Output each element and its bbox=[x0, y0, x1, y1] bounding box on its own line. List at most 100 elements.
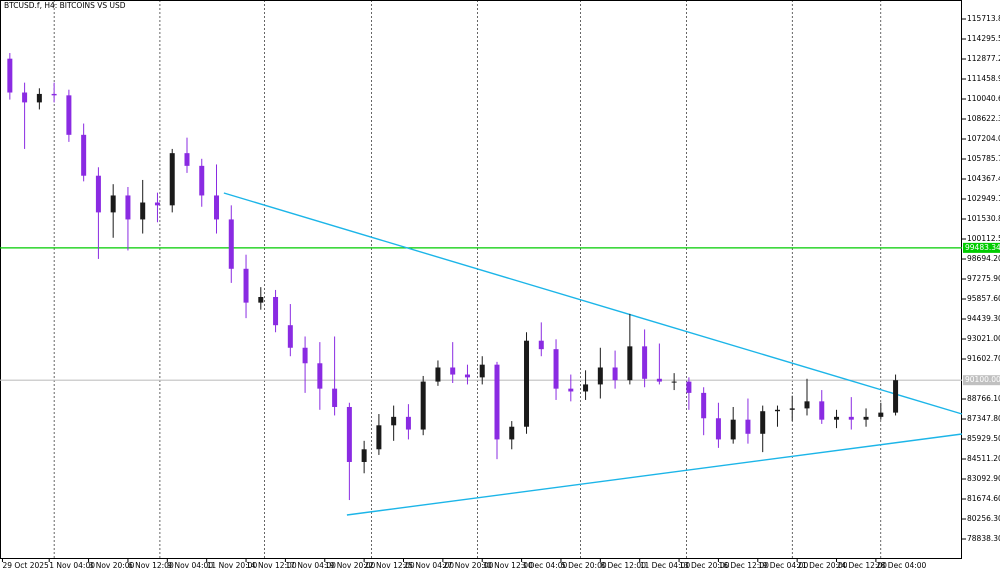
candle-body bbox=[893, 380, 899, 413]
x-tick-label: 22 Nov 12:00 bbox=[364, 561, 415, 570]
candle-body bbox=[66, 95, 72, 135]
candle-body bbox=[214, 195, 220, 220]
candle-body bbox=[302, 347, 308, 364]
price-tag-label: 90100.00 bbox=[965, 375, 1000, 384]
candle-body bbox=[450, 367, 456, 375]
candle-body bbox=[154, 202, 160, 206]
candle-body bbox=[332, 388, 338, 407]
x-tick-label: 11 Dec 04:00 bbox=[640, 561, 691, 570]
y-tick-label: 94439.30 bbox=[967, 314, 1000, 323]
x-tick-label: 25 Nov 04:00 bbox=[403, 561, 454, 570]
y-tick-label: 81674.60 bbox=[967, 494, 1000, 503]
candle-body bbox=[627, 346, 633, 381]
price-tag bbox=[963, 242, 1000, 253]
candle-body bbox=[760, 411, 766, 434]
candle-body bbox=[479, 364, 485, 378]
y-tick-label: 87347.80 bbox=[967, 414, 1000, 423]
y-tick-label: 93021.00 bbox=[967, 334, 1000, 343]
candle-body bbox=[656, 378, 662, 382]
x-tick-label: 17 Nov 04:00 bbox=[285, 561, 336, 570]
candle-body bbox=[878, 412, 884, 417]
candle-body bbox=[435, 367, 441, 382]
candle-body bbox=[553, 349, 559, 389]
candle-body bbox=[376, 425, 382, 450]
candle-body bbox=[804, 401, 810, 409]
candle-body bbox=[51, 93, 57, 96]
candle-body bbox=[848, 416, 854, 420]
y-tick-label: 102949.10 bbox=[967, 194, 1000, 203]
candle-body bbox=[405, 416, 411, 430]
candle-body bbox=[243, 268, 249, 303]
trendline bbox=[346, 433, 963, 516]
y-tick-label: 105785.70 bbox=[967, 154, 1000, 163]
y-tick-label: 78838.30 bbox=[967, 534, 1000, 543]
y-tick-label: 98694.20 bbox=[967, 254, 1000, 263]
candle-body bbox=[686, 381, 692, 393]
candle-body bbox=[612, 367, 618, 381]
candle-body bbox=[36, 93, 42, 103]
candle-body bbox=[228, 219, 234, 269]
y-tick-label: 112877.20 bbox=[967, 54, 1000, 63]
y-tick-label: 91602.70 bbox=[967, 354, 1000, 363]
candle-body bbox=[509, 426, 515, 440]
y-tick-label: 80256.30 bbox=[967, 514, 1000, 523]
x-tick-label: 14 Nov 12:00 bbox=[246, 561, 297, 570]
candle-body bbox=[22, 92, 28, 103]
candle-body bbox=[774, 409, 780, 412]
x-tick-label: 6 Nov 12:00 bbox=[128, 561, 174, 570]
candle-body bbox=[715, 418, 721, 440]
candle-body bbox=[140, 202, 146, 220]
candle-body bbox=[819, 401, 825, 420]
candle-body bbox=[701, 392, 707, 419]
y-tick-label: 97275.90 bbox=[967, 274, 1000, 283]
candle-body bbox=[125, 195, 131, 220]
x-tick-label: 29 Oct 2025 bbox=[2, 561, 49, 570]
y-tick-label: 115713.80 bbox=[967, 14, 1000, 23]
y-tick-label: 110040.60 bbox=[967, 94, 1000, 103]
candle-body bbox=[287, 325, 293, 348]
candle-body bbox=[391, 416, 397, 426]
y-tick-label: 101530.80 bbox=[967, 214, 1000, 223]
candle-body bbox=[834, 416, 840, 420]
x-tick-label: 24 Dec 12:00 bbox=[837, 561, 888, 570]
x-tick-label: 5 Dec 20:00 bbox=[561, 561, 607, 570]
plot-frame bbox=[0, 0, 962, 559]
candle-body bbox=[642, 346, 648, 379]
x-tick-label: 9 Nov 04:00 bbox=[167, 561, 213, 570]
x-tick-label: 28 Dec 04:00 bbox=[876, 561, 927, 570]
x-tick-label: 30 Nov 12:00 bbox=[482, 561, 533, 570]
y-tick-label: 108622.30 bbox=[967, 114, 1000, 123]
candle-body bbox=[95, 175, 101, 213]
x-tick-label: 16 Dec 12:00 bbox=[718, 561, 769, 570]
trendline bbox=[223, 192, 963, 415]
candle-body bbox=[538, 340, 544, 350]
x-tick-label: 11 Nov 20:00 bbox=[207, 561, 258, 570]
candle-body bbox=[583, 384, 589, 392]
x-tick-label: 19 Nov 20:00 bbox=[325, 561, 376, 570]
x-tick-label: 3 Nov 20:00 bbox=[89, 561, 135, 570]
candle-body bbox=[258, 296, 264, 303]
chart-title: BTCUSD.f, H4: BITCOINS VS USD bbox=[4, 1, 126, 10]
candle-body bbox=[420, 381, 426, 430]
candle-body bbox=[81, 134, 87, 176]
candle-body bbox=[597, 367, 603, 385]
x-tick-label: 13 Dec 20:00 bbox=[679, 561, 730, 570]
candle-body bbox=[7, 58, 13, 93]
y-tick-label: 85929.50 bbox=[967, 434, 1000, 443]
candle-body bbox=[745, 419, 751, 434]
candle-body bbox=[317, 363, 323, 389]
candle-body bbox=[199, 165, 205, 196]
price-tag-label: 99483.34 bbox=[965, 243, 1000, 252]
x-tick-label: 21 Dec 20:00 bbox=[797, 561, 848, 570]
candle-body bbox=[671, 381, 677, 383]
candle-body bbox=[110, 195, 116, 213]
y-tick-label: 100112.50 bbox=[967, 234, 1000, 243]
y-tick-label: 95857.60 bbox=[967, 294, 1000, 303]
y-tick-label: 83092.90 bbox=[967, 474, 1000, 483]
y-tick-label: 114295.50 bbox=[967, 34, 1000, 43]
candle-body bbox=[863, 416, 869, 420]
y-tick-label: 84511.20 bbox=[967, 454, 1000, 463]
candle-body bbox=[184, 153, 190, 166]
